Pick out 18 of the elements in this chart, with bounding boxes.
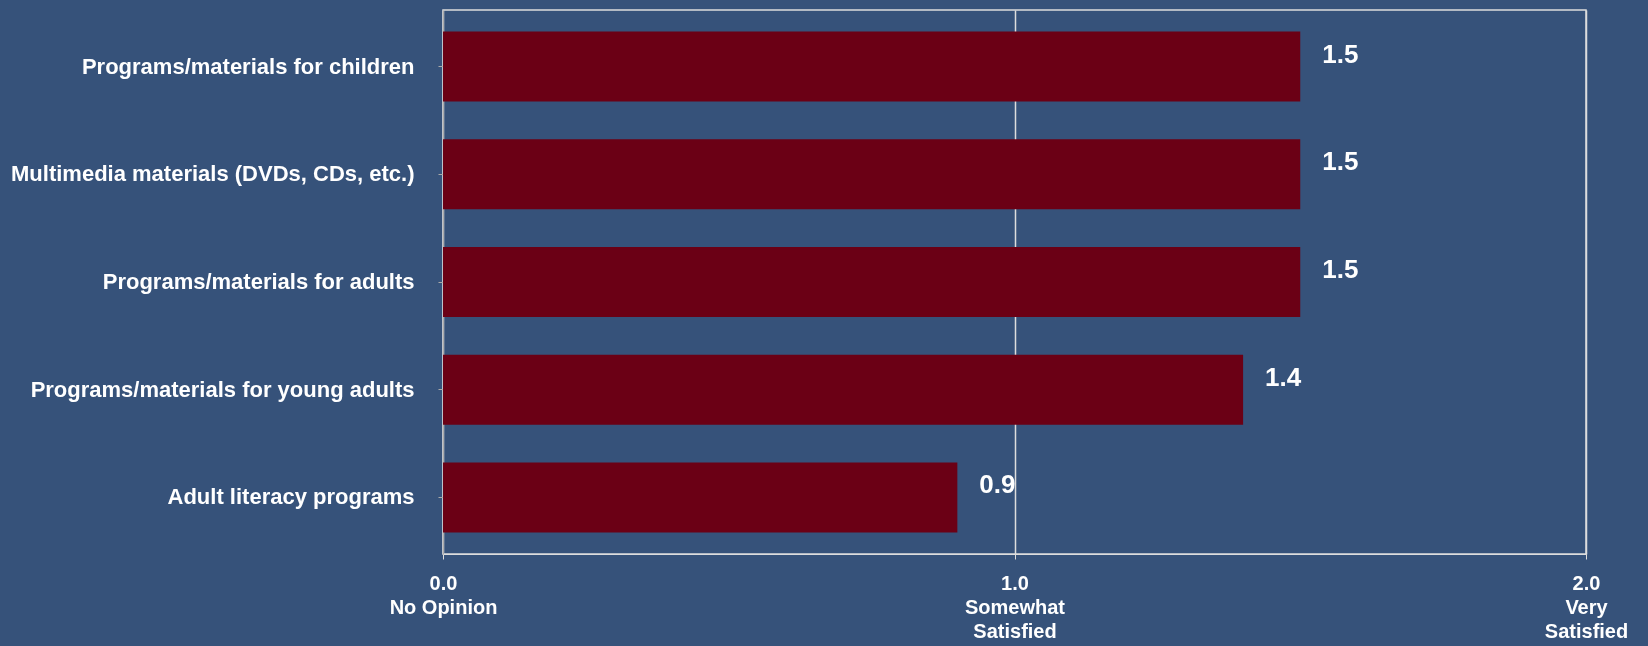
bar (443, 139, 1301, 210)
data-label: 1.5 (1322, 38, 1359, 69)
x-tick-label: 2.0 Very Satisfied (1544, 571, 1629, 642)
bar (443, 31, 1301, 102)
y-tick-label: Programs/materials for young adults (30, 376, 415, 402)
y-tick-label: Programs/materials for adults (102, 269, 415, 294)
bar (443, 246, 1301, 318)
y-tick-label: Multimedia materials (DVDs, CDs, etc.) (11, 161, 415, 187)
x-tick-label: 0.0 No Opinion (389, 571, 498, 618)
x-tick-label: 1.0 Somewhat Satisfied (964, 571, 1066, 642)
data-label: 0.9 (979, 469, 1016, 500)
y-tick-label: Programs/materials for children (81, 53, 415, 79)
data-label: 1.5 (1322, 146, 1359, 177)
bar (443, 354, 1244, 425)
data-label: 1.4 (1265, 361, 1302, 392)
data-label: 1.5 (1322, 254, 1359, 284)
bar (443, 462, 958, 533)
y-tick-label: Adult literacy programs (167, 484, 415, 510)
